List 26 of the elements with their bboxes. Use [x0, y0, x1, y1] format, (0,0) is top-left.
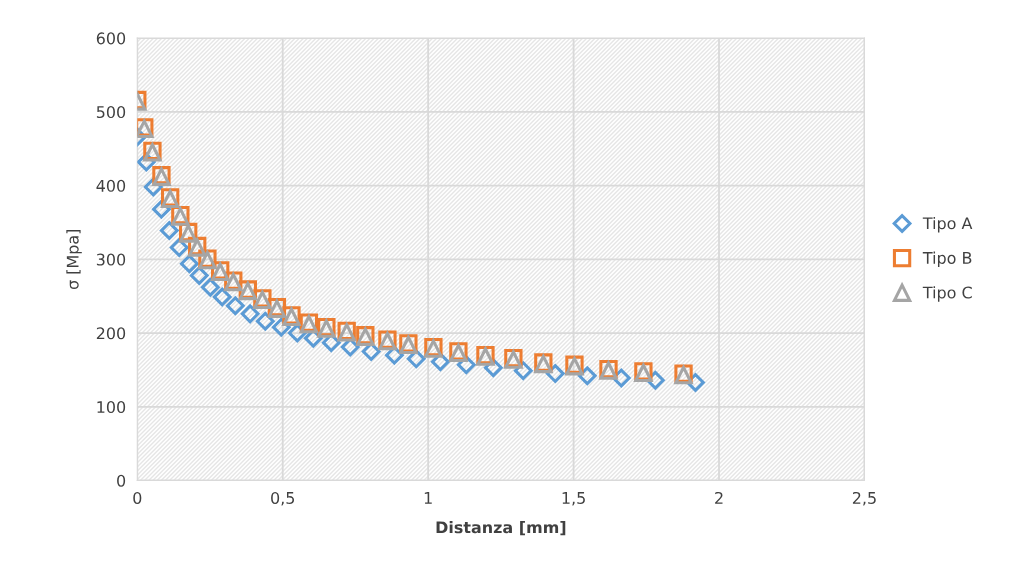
y-tick-label: 100: [97, 401, 126, 414]
y-tick-label: 600: [96, 32, 126, 45]
point: [200, 277, 220, 297]
x-tick-label: 2: [715, 491, 723, 504]
y-tick-label: 400: [96, 179, 126, 192]
point: [212, 287, 232, 307]
x-tick-label: 1,5: [562, 492, 585, 506]
point: [240, 304, 260, 324]
point: [189, 266, 209, 285]
x-tick-label: 0: [133, 491, 142, 504]
x-tick-label: 0,5: [271, 491, 295, 506]
point: [225, 296, 245, 316]
point: [255, 311, 275, 331]
y-tick-label: 500: [96, 106, 126, 119]
legend-label: Tipo A: [922, 216, 973, 233]
point: [179, 254, 199, 274]
x-tick-label: 1: [424, 492, 432, 504]
y-tick-label: 0: [117, 474, 126, 487]
x-tick-label: 2,5: [852, 491, 876, 506]
legend-label: Tipo C: [922, 286, 972, 302]
x-axis-title: Distanza [mm]: [436, 520, 566, 536]
point: [159, 221, 179, 240]
y-axis-title: σ [Mpa]: [66, 229, 82, 290]
y-tick-label: 200: [96, 327, 126, 340]
y-tick-label: 300: [96, 253, 126, 266]
legend-label: Tipo B: [922, 251, 972, 268]
